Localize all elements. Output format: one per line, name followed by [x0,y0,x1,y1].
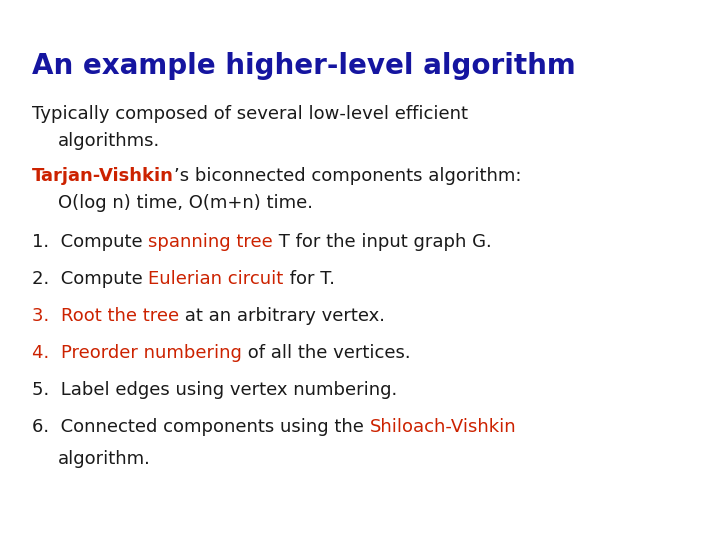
Text: algorithm.: algorithm. [58,450,151,468]
Text: for T.: for T. [284,270,335,288]
Text: Tarjan-Vishkin: Tarjan-Vishkin [32,167,174,185]
Text: Typically composed of several low-level efficient: Typically composed of several low-level … [32,105,468,123]
Text: spanning tree: spanning tree [148,233,273,251]
Text: 5.  Label edges using vertex numbering.: 5. Label edges using vertex numbering. [32,381,397,399]
Text: at an arbitrary vertex.: at an arbitrary vertex. [179,307,385,325]
Text: An example higher-level algorithm: An example higher-level algorithm [32,52,576,80]
Text: 6.  Connected components using the: 6. Connected components using the [32,418,369,436]
Text: Root the tree: Root the tree [60,307,179,325]
Text: ’s biconnected components algorithm:: ’s biconnected components algorithm: [174,167,521,185]
Text: O(log n) time, O(m+n) time.: O(log n) time, O(m+n) time. [58,194,313,212]
Text: Shiloach-Vishkin: Shiloach-Vishkin [369,418,516,436]
Text: of all the vertices.: of all the vertices. [242,344,410,362]
Text: T for the input graph G.: T for the input graph G. [273,233,492,251]
Text: Preorder numbering: Preorder numbering [60,344,242,362]
Text: 2.  Compute: 2. Compute [32,270,148,288]
Text: 3.: 3. [32,307,60,325]
Text: algorithms.: algorithms. [58,132,161,150]
Text: Eulerian circuit: Eulerian circuit [148,270,284,288]
Text: 1.  Compute: 1. Compute [32,233,148,251]
Text: 4.: 4. [32,344,60,362]
